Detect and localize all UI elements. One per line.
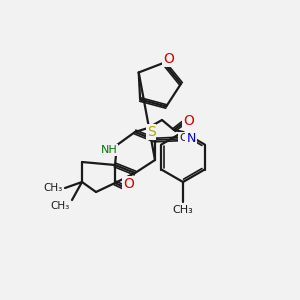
Text: S: S (147, 125, 155, 139)
Text: CH₃: CH₃ (50, 201, 70, 211)
Text: NH: NH (100, 145, 117, 155)
Text: C: C (179, 133, 187, 143)
Text: CH₃: CH₃ (44, 183, 63, 193)
Text: N: N (186, 131, 196, 145)
Text: O: O (164, 52, 174, 66)
Text: O: O (184, 114, 194, 128)
Text: O: O (124, 177, 134, 191)
Text: CH₃: CH₃ (172, 205, 194, 215)
